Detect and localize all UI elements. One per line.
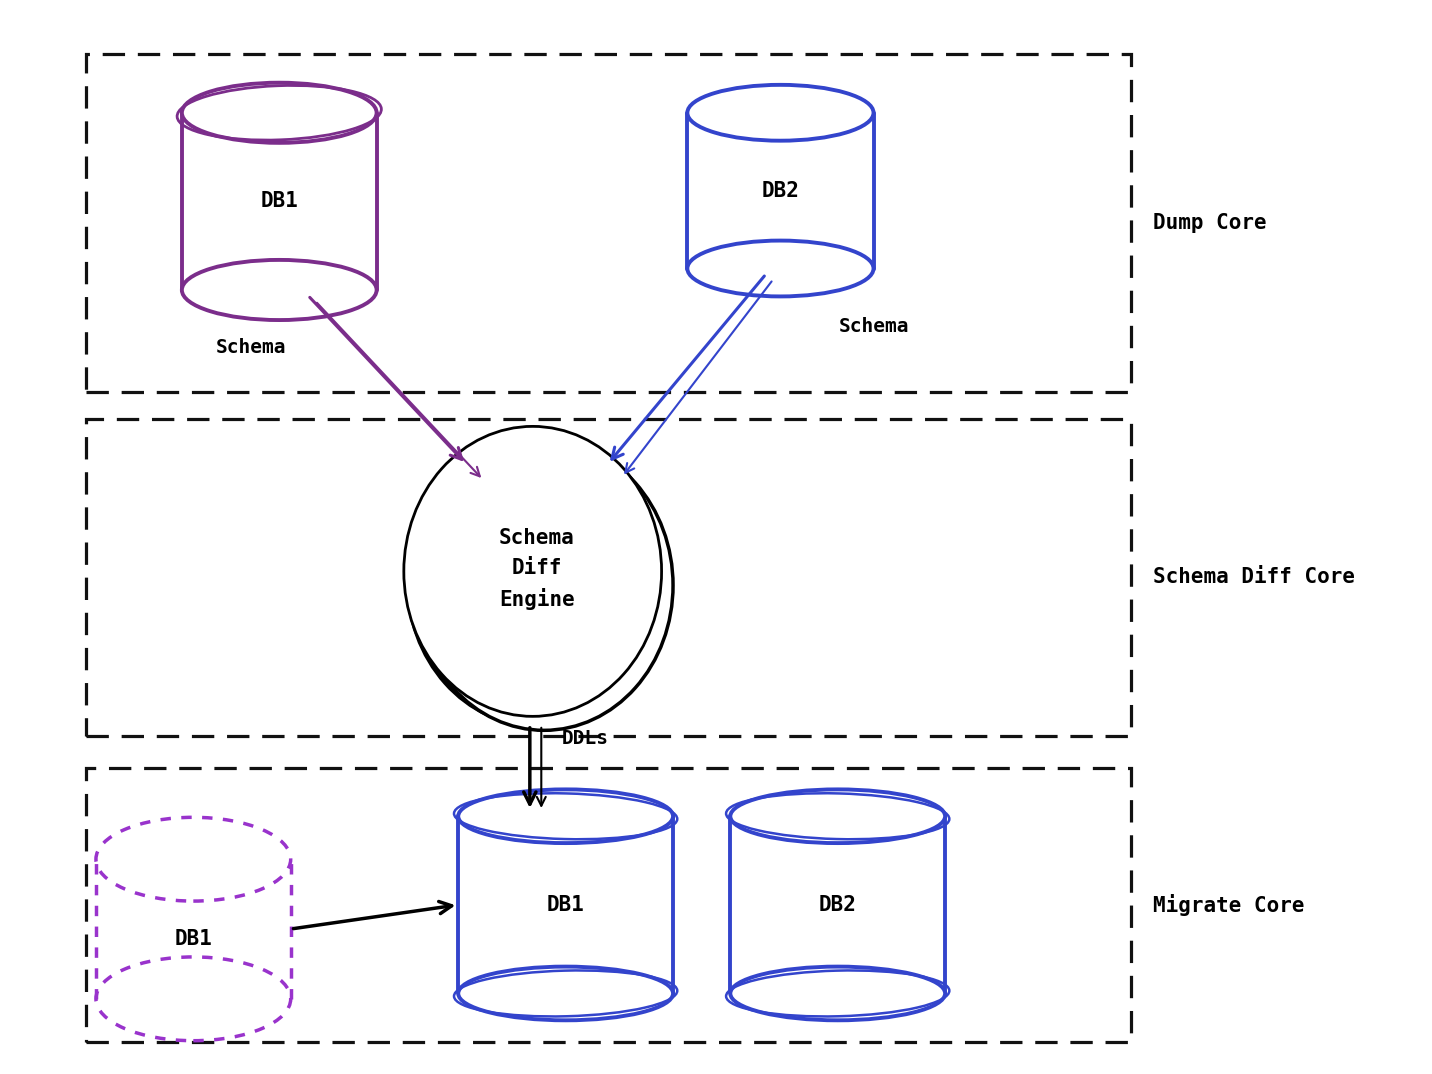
Text: Schema: Schema xyxy=(215,338,286,358)
Text: Dump Core: Dump Core xyxy=(1153,213,1266,233)
Ellipse shape xyxy=(687,85,874,141)
Bar xyxy=(86,54,1131,392)
Ellipse shape xyxy=(458,789,673,843)
Ellipse shape xyxy=(687,241,874,296)
Text: DB2: DB2 xyxy=(819,895,856,915)
Text: DDLs: DDLs xyxy=(561,729,609,748)
Ellipse shape xyxy=(730,789,945,843)
Ellipse shape xyxy=(404,426,662,716)
Bar xyxy=(86,768,1131,1042)
Text: DB1: DB1 xyxy=(261,191,298,212)
Text: Schema
Diff
Engine: Schema Diff Engine xyxy=(500,528,574,610)
Ellipse shape xyxy=(182,83,377,143)
Text: Migrate Core: Migrate Core xyxy=(1153,894,1305,916)
Text: DB2: DB2 xyxy=(762,180,799,201)
Ellipse shape xyxy=(415,440,673,730)
Ellipse shape xyxy=(730,967,945,1020)
Text: DB1: DB1 xyxy=(175,929,212,949)
Ellipse shape xyxy=(408,435,666,725)
Bar xyxy=(86,419,1131,736)
Text: Schema: Schema xyxy=(838,317,909,336)
Text: DB1: DB1 xyxy=(547,895,584,915)
Ellipse shape xyxy=(182,260,377,320)
Text: Schema Diff Core: Schema Diff Core xyxy=(1153,567,1355,587)
Ellipse shape xyxy=(458,967,673,1020)
